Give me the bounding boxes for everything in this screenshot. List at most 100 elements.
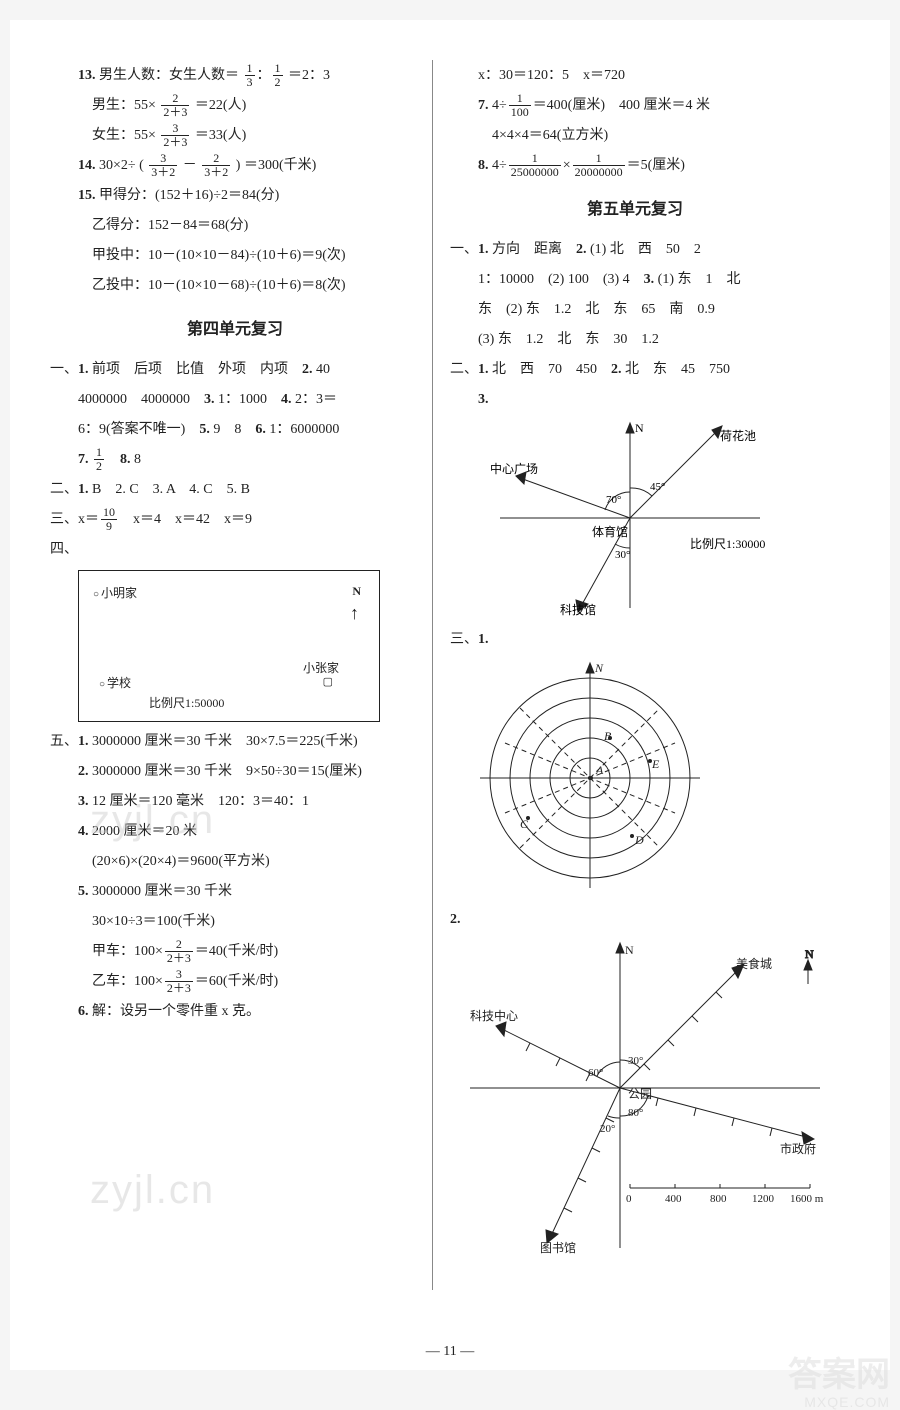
svg-text:美食城: 美食城 [736, 956, 772, 971]
text: 6：9(答案不唯一) [78, 422, 185, 437]
north-label: N [635, 421, 644, 435]
text: 3000000 厘米＝30 千米 [92, 884, 232, 899]
label: 中心广场 [490, 461, 538, 476]
text: ＝60(千米/时) [195, 974, 278, 989]
text: 甲投中：10－(10×10－84)÷(10＋6)＝9(次) [50, 242, 420, 270]
text: ＝400(厘米) 400 厘米＝4 米 [533, 98, 710, 113]
pt-xiaoming: 小明家 [93, 581, 137, 605]
text: 2. 3000000 厘米＝30 千米 9×50÷30＝15(厘米) [50, 758, 420, 786]
sec2: 二、1. 北 西 70 450 2. 北 东 45 750 [450, 356, 820, 384]
svg-text:市政府: 市政府 [780, 1141, 816, 1156]
text: (1) 东 1 北 [658, 272, 741, 287]
column-separator [432, 60, 433, 1290]
text: ＝22(人) [195, 98, 246, 113]
label: 科技馆 [560, 602, 596, 617]
svg-text:1600 m: 1600 m [790, 1193, 824, 1205]
q15: 15. 甲得分：(152＋16)÷2＝84(分) [50, 182, 420, 210]
house-icon: ▢ [323, 671, 333, 693]
text: 6. 解：设另一个零件重 x 克。 [50, 998, 420, 1026]
svg-text:N: N [594, 661, 604, 675]
svg-text:20°: 20° [600, 1123, 615, 1135]
text: 3000000 厘米＝30 千米 30×7.5＝225(千米) [92, 734, 358, 749]
pt-xiaozhang: 小张家 [303, 656, 339, 680]
svg-text:科技中心: 科技中心 [470, 1008, 518, 1023]
svg-text:N: N [625, 943, 634, 957]
text: 4. 2000 厘米＝20 米 [50, 818, 420, 846]
text: 甲车：100× [92, 944, 163, 959]
text: 乙投中：10－(10×10－68)÷(10＋6)＝8(次) [50, 272, 420, 300]
svg-text:0: 0 [626, 1193, 632, 1205]
text: 北 东 45 750 [625, 362, 730, 377]
text: 女生：55× 32＋3 ＝33(人) [50, 122, 420, 150]
text: (1) 北 西 50 2 [590, 242, 701, 257]
unit4-heading: 第四单元复习 [50, 314, 420, 346]
text: 6：9(答案不唯一) 5. 9 8 6. 1：6000000 [50, 416, 420, 444]
text: (3) 东 1.2 北 东 30 1.2 [450, 326, 820, 354]
text: 2. [450, 906, 820, 934]
svg-text:E: E [651, 757, 660, 771]
svg-text:80°: 80° [628, 1107, 643, 1119]
text: 12 厘米＝120 毫米 120：3＝40：1 [92, 794, 309, 809]
left-column: 13. 男生人数：女生人数＝ 13：12 ＝2：3 男生：55× 22＋3 ＝2… [50, 60, 420, 1028]
text: 女生：55× [92, 128, 156, 143]
text: 4×4×4＝64(立方米) [450, 122, 820, 150]
diagram-2-radar: N B A E C D [460, 658, 820, 898]
sec4-label: 四、 [50, 536, 420, 564]
sec1: 一、1. 前项 后项 比值 外项 内项 2. 40 [50, 356, 420, 384]
north-arrow-icon: ↑ [350, 595, 359, 631]
label: 体育馆 [592, 524, 628, 539]
pt-school: 学校 [99, 671, 131, 695]
diagram-3-map: N 美食城 科技中心 公园 市政府 图书馆 30° 60° 80° 20° 0 … [460, 938, 820, 1258]
text: 9 8 [213, 422, 241, 437]
angle: 30° [615, 549, 630, 561]
svg-text:D: D [634, 833, 644, 847]
text: 1：10000 (2) 100 (3) 4 [478, 272, 630, 287]
text: 4000000 4000000 [78, 392, 190, 407]
text: 5. 3000000 厘米＝30 千米 [50, 878, 420, 906]
text: 8 [134, 452, 141, 467]
svg-text:400: 400 [665, 1193, 682, 1205]
angle: 70° [606, 494, 621, 506]
angle: 45° [650, 481, 665, 493]
label: 荷花池 [720, 428, 756, 443]
q7: 7. 4÷1100＝400(厘米) 400 厘米＝4 米 [450, 92, 820, 120]
svg-text:B: B [604, 729, 612, 743]
unit5-heading: 第五单元复习 [450, 194, 820, 226]
text: 北 西 70 450 [492, 362, 597, 377]
sec3-label: 三、1. [450, 626, 820, 654]
text: 解：设另一个零件重 x 克。 [92, 1004, 260, 1019]
text: 男生：55× 22＋3 ＝22(人) [50, 92, 420, 120]
text: 4÷ [492, 158, 507, 173]
text: 甲得分：(152＋16)÷2＝84(分) [99, 188, 279, 203]
page: 13. 男生人数：女生人数＝ 13：12 ＝2：3 男生：55× 22＋3 ＝2… [10, 20, 890, 1370]
sec2: 二、1. B 2. C 3. A 4. C 5. B [50, 476, 420, 504]
text: 2：3＝ [295, 392, 337, 407]
text: × [563, 158, 571, 173]
text: 3. [450, 386, 820, 414]
text: x：30＝120：5 x＝720 [450, 62, 820, 90]
text: ＝33(人) [195, 128, 246, 143]
text: 40 [316, 362, 330, 377]
text: 1：1000 [218, 392, 267, 407]
text: (20×6)×(20×4)＝9600(平方米) [50, 848, 420, 876]
svg-text:1200: 1200 [752, 1193, 775, 1205]
text: x＝4 x＝42 x＝9 [119, 512, 252, 527]
svg-text:30°: 30° [628, 1055, 643, 1067]
text: B 2. C 3. A 4. C 5. B [92, 482, 250, 497]
text: 乙得分：152－84＝68(分) [50, 212, 420, 240]
map-box: 小明家 学校 小张家 ▢ 比例尺1:50000 N ↑ [78, 570, 380, 722]
q8: 8. 4÷125000000×120000000＝5(厘米) [450, 152, 820, 180]
text: 男生人数：女生人数＝ [99, 68, 239, 83]
text: 东 (2) 东 1.2 北 东 65 南 0.9 [450, 296, 820, 324]
text: ＝5(厘米) [627, 158, 685, 173]
text: x＝ [78, 512, 99, 527]
text: ＝300(千米) [244, 158, 316, 173]
text: 4÷ [492, 98, 507, 113]
right-column: x：30＝120：5 x＝720 7. 4÷1100＝400(厘米) 400 厘… [450, 60, 820, 1266]
text: 2000 厘米＝20 米 [92, 824, 197, 839]
q13: 13. 男生人数：女生人数＝ 13：12 ＝2：3 [50, 62, 420, 90]
text: 3. 12 厘米＝120 毫米 120：3＝40：1 [50, 788, 420, 816]
sec5: 五、1. 3000000 厘米＝30 千米 30×7.5＝225(千米) [50, 728, 420, 756]
text: 4000000 4000000 3. 1：1000 4. 2：3＝ [50, 386, 420, 414]
svg-text:800: 800 [710, 1193, 727, 1205]
